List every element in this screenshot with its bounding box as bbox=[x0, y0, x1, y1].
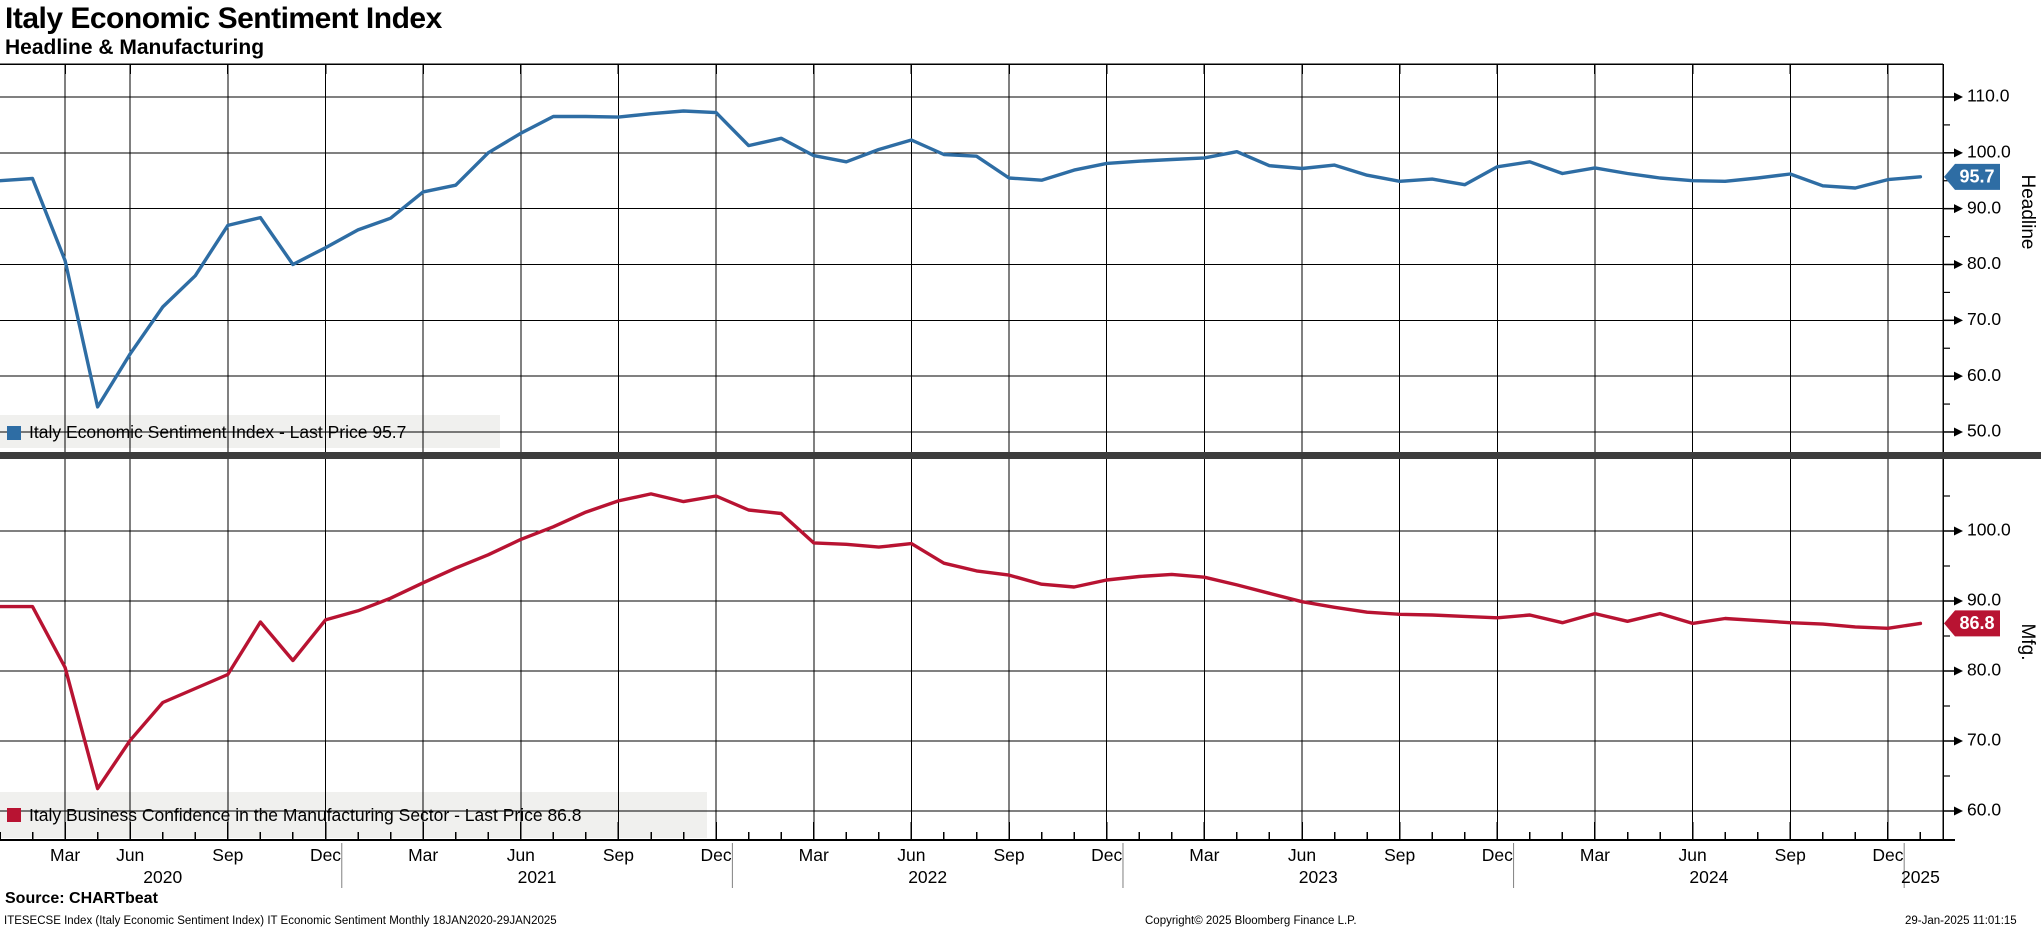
mfg-last-price-badge: 86.8 bbox=[1944, 610, 2000, 637]
panel-divider bbox=[0, 452, 2041, 459]
y-tick-label-headline-100: 100.0 bbox=[1967, 141, 2011, 161]
footer-source: Source: CHARTbeat bbox=[5, 890, 158, 907]
y-tick-label-mfg-90: 90.0 bbox=[1967, 590, 2001, 610]
x-tick-label-2023-12: Dec bbox=[1482, 845, 1513, 865]
y-tick-arrow-icon bbox=[1954, 427, 1963, 437]
y-axis-title-headline: Headline bbox=[2017, 175, 2038, 250]
year-label-2025: 2025 bbox=[1901, 867, 1940, 887]
x-tick-label-2022-03: Mar bbox=[799, 845, 829, 865]
y-tick-label-headline-110: 110.0 bbox=[1967, 86, 2010, 106]
page-title: Italy Economic Sentiment Index bbox=[5, 2, 442, 35]
x-tick-label-2023-03: Mar bbox=[1189, 845, 1219, 865]
y-tick-arrow-icon bbox=[1954, 315, 1963, 325]
y-tick-label-headline-60: 60.0 bbox=[1967, 365, 2001, 385]
y-tick-label-mfg-60: 60.0 bbox=[1967, 800, 2001, 820]
year-label-2023: 2023 bbox=[1299, 867, 1338, 887]
x-tick-label-2024-06: Jun bbox=[1678, 845, 1706, 865]
headline-last-price-badge: 95.7 bbox=[1944, 163, 2000, 190]
y-tick-arrow-icon bbox=[1954, 204, 1963, 214]
legend-mfg-label: Italy Business Confidence in the Manufac… bbox=[29, 804, 582, 825]
x-axis-labels: Mar Jun Sep Dec Mar Jun Sep Dec Mar Jun Sep Dec Mar J… bbox=[50, 843, 1940, 888]
y-tick-arrow-icon bbox=[1954, 526, 1963, 536]
y-tick-label-headline-50: 50.0 bbox=[1967, 421, 2001, 441]
x-tick-label-2023-06: Jun bbox=[1288, 845, 1316, 865]
year-label-2024: 2024 bbox=[1689, 867, 1728, 887]
x-tick-label-2022-12: Dec bbox=[1091, 845, 1122, 865]
legend-headline-label: Italy Economic Sentiment Index - Last Pr… bbox=[29, 422, 407, 442]
x-tick-label-2020-06: Jun bbox=[116, 845, 144, 865]
y-tick-arrow-icon bbox=[1954, 259, 1963, 269]
x-tick-label-2021-12: Dec bbox=[701, 845, 732, 865]
footer-copyright: Copyright© 2025 Bloomberg Finance L.P. bbox=[1145, 915, 1357, 927]
footer-timestamp: 29-Jan-2025 11:01:15 bbox=[1905, 915, 2017, 927]
gridlines bbox=[0, 64, 1943, 840]
y-tick-arrow-icon bbox=[1954, 666, 1963, 676]
legend-headline[interactable]: Italy Economic Sentiment Index - Last Pr… bbox=[0, 417, 507, 448]
x-tick-label-2020-09: Sep bbox=[212, 845, 243, 865]
y-tick-arrow-icon bbox=[1954, 806, 1963, 816]
y-axis-headline: 110.0 100.0 90.0 80.0 70.0 60.0 50.0 Headline bbox=[1943, 86, 2038, 441]
legend-background-1 bbox=[0, 792, 707, 838]
x-tick-label-2022-09: Sep bbox=[993, 845, 1024, 865]
y-axis-mfg: 100.0 90.0 80.0 70.0 60.0 Mfg. bbox=[1943, 495, 2038, 820]
x-tick-label-2020-03: Mar bbox=[50, 845, 80, 865]
headline-series-swatch-icon bbox=[7, 425, 21, 440]
page-subtitle: Headline & Manufacturing bbox=[5, 36, 265, 59]
y-tick-arrow-icon bbox=[1954, 596, 1963, 606]
mfg-series-swatch-icon bbox=[7, 808, 21, 822]
x-tick-label-2020-12: Dec bbox=[310, 845, 341, 865]
x-tick-label-2024-03: Mar bbox=[1580, 845, 1610, 865]
year-label-2021: 2021 bbox=[518, 867, 557, 887]
headline-last-price-value: 95.7 bbox=[1959, 167, 1994, 187]
y-tick-arrow-icon bbox=[1954, 371, 1963, 381]
x-tick-label-2021-03: Mar bbox=[408, 845, 438, 865]
y-tick-label-mfg-100: 100.0 bbox=[1967, 520, 2011, 540]
x-tick-label-2024-09: Sep bbox=[1775, 845, 1806, 865]
x-tick-label-2021-09: Sep bbox=[603, 845, 634, 865]
y-tick-arrow-icon bbox=[1954, 148, 1963, 158]
x-tick-label-2024-12: Dec bbox=[1872, 845, 1903, 865]
mfg-last-price-value: 86.8 bbox=[1959, 613, 1994, 633]
year-label-2022: 2022 bbox=[908, 867, 947, 887]
x-tick-label-2022-06: Jun bbox=[897, 845, 925, 865]
y-tick-label-headline-80: 80.0 bbox=[1967, 253, 2001, 273]
y-axis-title-mfg: Mfg. bbox=[2017, 624, 2038, 661]
year-label-2020: 2020 bbox=[143, 867, 182, 887]
y-tick-label-headline-70: 70.0 bbox=[1967, 309, 2001, 329]
legend-mfg[interactable]: Italy Business Confidence in the Manufac… bbox=[0, 796, 714, 834]
y-tick-arrow-icon bbox=[1954, 92, 1963, 102]
x-tick-label-2023-09: Sep bbox=[1384, 845, 1415, 865]
y-tick-arrow-icon bbox=[1954, 736, 1963, 746]
y-tick-label-headline-90: 90.0 bbox=[1967, 197, 2001, 217]
x-tick-label-2021-06: Jun bbox=[507, 845, 535, 865]
y-tick-label-mfg-70: 70.0 bbox=[1967, 730, 2001, 750]
mfg-series-line bbox=[0, 492, 1923, 791]
footer-description: ITESECSE Index (Italy Economic Sentiment… bbox=[4, 915, 557, 927]
headline-series-line bbox=[0, 109, 1923, 409]
y-tick-label-mfg-80: 80.0 bbox=[1967, 660, 2001, 680]
